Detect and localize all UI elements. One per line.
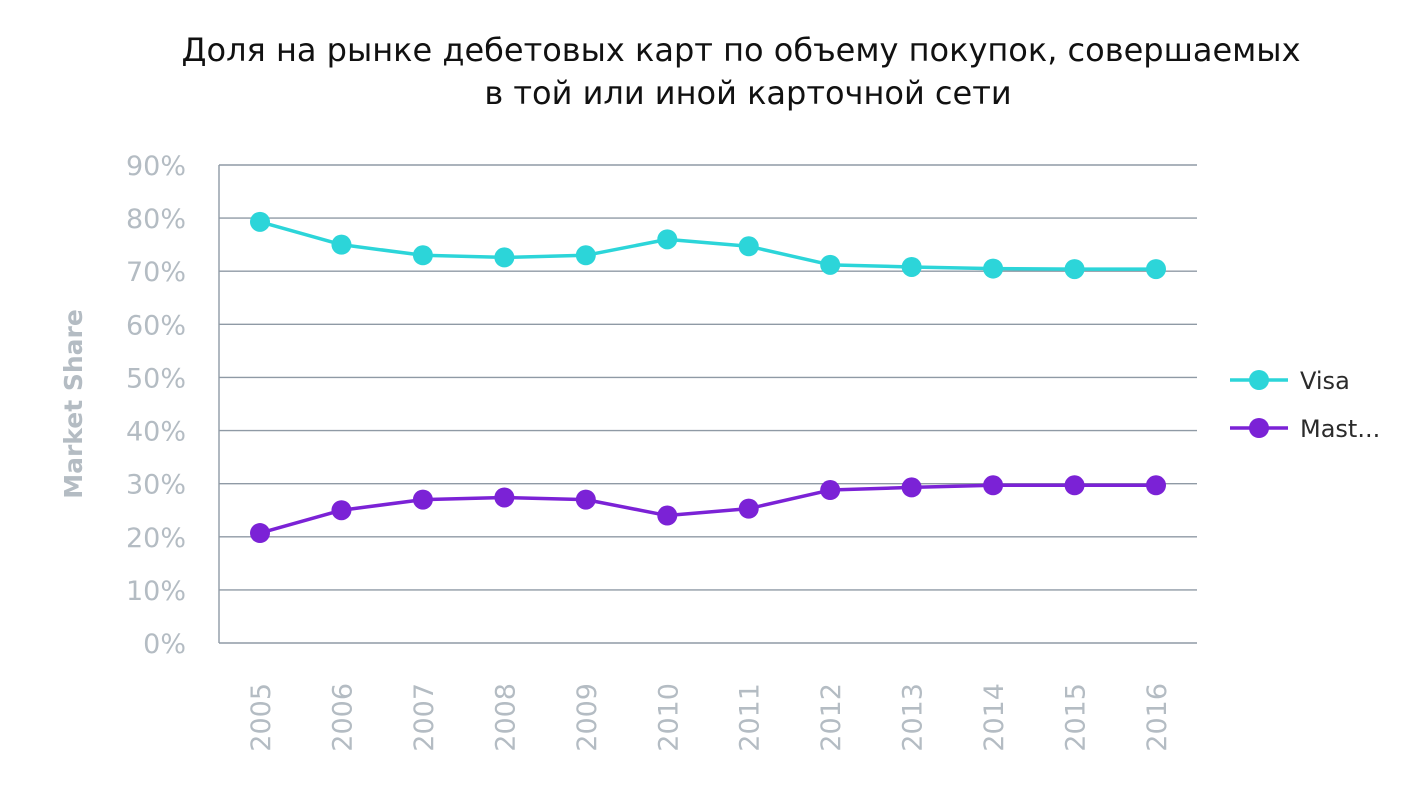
data-point-mast-2013[interactable]: [901, 477, 922, 498]
data-point-visa-2007[interactable]: [412, 245, 433, 266]
y-tick-label: 20%: [126, 523, 186, 554]
y-tick-label: 0%: [143, 629, 186, 660]
x-tick-label: 2016: [1142, 683, 1173, 752]
data-point-mast-2011[interactable]: [738, 498, 759, 519]
x-tick-label: 2007: [409, 683, 440, 752]
legend-label-visa: Visa: [1300, 367, 1350, 395]
legend-marker-visa: [1249, 370, 1269, 390]
x-tick-label: 2008: [490, 683, 521, 752]
data-point-mast-2016[interactable]: [1146, 475, 1166, 496]
data-point-visa-2006[interactable]: [331, 234, 352, 255]
x-tick-label: 2015: [1061, 683, 1092, 752]
data-point-visa-2008[interactable]: [494, 247, 515, 268]
y-tick-label: 50%: [126, 363, 186, 394]
data-point-visa-2005[interactable]: [250, 211, 270, 232]
data-point-mast-2012[interactable]: [820, 480, 841, 501]
x-axis-ticks: 2005 2006 2007 2008 2009 2010 2011 2012 2013 2014…: [246, 683, 1173, 752]
y-tick-label: 90%: [126, 151, 186, 182]
y-tick-label: 70%: [126, 257, 186, 288]
y-axis-label: Market Share: [59, 309, 88, 499]
data-point-mast-2006[interactable]: [331, 500, 352, 521]
data-point-mast-2010[interactable]: [657, 505, 678, 526]
y-tick-label: 40%: [126, 417, 186, 448]
y-tick-label: 60%: [126, 310, 186, 341]
chart-title-line-1: Доля на рынке дебетовых карт по объему п…: [181, 31, 1300, 69]
y-tick-label: 80%: [126, 204, 186, 235]
data-point-visa-2016[interactable]: [1146, 259, 1166, 280]
legend-item-mast[interactable]: Mast...: [1230, 415, 1380, 443]
x-tick-label: 2012: [816, 683, 847, 752]
data-point-visa-2010[interactable]: [657, 229, 678, 250]
data-point-mast-2008[interactable]: [494, 487, 515, 508]
x-tick-label: 2005: [246, 683, 277, 752]
data-point-visa-2011[interactable]: [738, 236, 759, 257]
data-point-mast-2014[interactable]: [983, 475, 1004, 496]
data-point-visa-2014[interactable]: [983, 258, 1004, 279]
x-tick-label: 2013: [898, 683, 929, 752]
legend-item-visa[interactable]: Visa: [1230, 367, 1350, 395]
y-tick-label: 10%: [126, 576, 186, 607]
chart-title: Доля на рынке дебетовых карт по объему п…: [181, 31, 1300, 112]
series-line-mast: [259, 483, 1156, 535]
legend-marker-mast: [1249, 418, 1269, 438]
legend-label-mast: Mast...: [1300, 415, 1380, 443]
series-line-visa: [259, 220, 1156, 271]
data-point-mast-2005[interactable]: [250, 523, 270, 544]
legend: Visa Mast...: [1230, 367, 1380, 443]
grid-lines: [218, 164, 1197, 644]
y-axis-ticks: 0% 10% 20% 30% 40% 50% 60% 70% 80% 90%: [126, 151, 186, 660]
chart-title-line-2: в той или иной карточной сети: [484, 74, 1011, 112]
y-tick-label: 30%: [126, 470, 186, 501]
data-point-mast-2009[interactable]: [575, 489, 596, 510]
x-tick-label: 2014: [979, 683, 1010, 752]
series-lines: [250, 211, 1166, 544]
data-point-visa-2015[interactable]: [1064, 259, 1085, 280]
data-point-mast-2015[interactable]: [1064, 475, 1085, 496]
data-point-mast-2007[interactable]: [412, 489, 433, 510]
x-tick-label: 2011: [735, 683, 766, 752]
data-point-visa-2009[interactable]: [575, 245, 596, 266]
data-point-visa-2013[interactable]: [901, 256, 922, 277]
x-tick-label: 2006: [327, 683, 358, 752]
x-tick-label: 2009: [572, 683, 603, 752]
data-point-visa-2012[interactable]: [820, 254, 841, 275]
x-tick-label: 2010: [653, 683, 684, 752]
